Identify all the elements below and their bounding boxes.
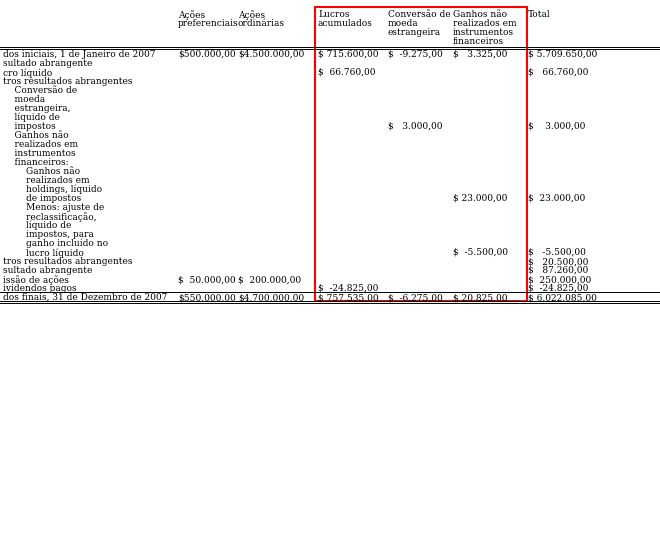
Text: $  50.000,00: $ 50.000,00	[178, 275, 236, 284]
Text: estrangeira: estrangeira	[388, 28, 441, 37]
Text: realizados em: realizados em	[453, 19, 517, 28]
Text: $  200.000,00: $ 200.000,00	[238, 275, 301, 284]
Text: $  -9.275,00: $ -9.275,00	[388, 50, 443, 59]
Text: $4.500.000,00: $4.500.000,00	[238, 50, 304, 59]
Text: dos finais, 31 de Dezembro de 2007: dos finais, 31 de Dezembro de 2007	[3, 293, 168, 302]
Text: issão de ações: issão de ações	[3, 275, 69, 285]
Text: $500.000,00: $500.000,00	[178, 50, 236, 59]
Text: Menos: ajuste de: Menos: ajuste de	[3, 203, 104, 212]
Text: Ações: Ações	[178, 10, 205, 20]
Text: preferenciais: preferenciais	[178, 19, 239, 28]
Text: $ 20.825,00: $ 20.825,00	[453, 293, 508, 302]
Text: estrangeira,: estrangeira,	[3, 104, 71, 113]
Text: financeiros: financeiros	[453, 37, 504, 46]
Text: Lucros: Lucros	[318, 10, 350, 19]
Text: instrumentos: instrumentos	[453, 28, 514, 37]
Text: $  66.760,00: $ 66.760,00	[318, 68, 376, 77]
Text: $   3.000,00: $ 3.000,00	[388, 122, 442, 131]
Text: moeda: moeda	[3, 95, 45, 104]
Text: $ 757.535,00: $ 757.535,00	[318, 293, 379, 302]
Text: $   87.260,00: $ 87.260,00	[528, 266, 588, 275]
Text: Conversão de: Conversão de	[3, 86, 77, 95]
Text: Ganhos não: Ganhos não	[3, 167, 80, 176]
Text: $   -5.500,00: $ -5.500,00	[528, 248, 586, 257]
Text: cro líquido: cro líquido	[3, 68, 52, 77]
Text: tros resultados abrangentes: tros resultados abrangentes	[3, 77, 133, 86]
Text: impostos, para: impostos, para	[3, 230, 94, 239]
Text: instrumentos: instrumentos	[3, 149, 76, 158]
Text: Ações: Ações	[238, 10, 265, 20]
Text: $  250.000,00: $ 250.000,00	[528, 275, 591, 284]
Text: $   20.500,00: $ 20.500,00	[528, 257, 588, 266]
Text: lucro líquido: lucro líquido	[3, 248, 84, 257]
Text: $  -5.500,00: $ -5.500,00	[453, 248, 508, 257]
Text: realizados em: realizados em	[3, 176, 90, 185]
Text: acumulados: acumulados	[318, 19, 373, 28]
Text: $  -6.275,00: $ -6.275,00	[388, 293, 443, 302]
Text: $ 6.022.085,00: $ 6.022.085,00	[528, 293, 597, 302]
Text: moeda: moeda	[388, 19, 418, 28]
Text: $ 23.000,00: $ 23.000,00	[453, 194, 508, 203]
Text: $ 715.600,00: $ 715.600,00	[318, 50, 378, 59]
Text: financeiros:: financeiros:	[3, 158, 69, 167]
Text: $    3.000,00: $ 3.000,00	[528, 122, 585, 131]
Text: ganho incluído no: ganho incluído no	[3, 239, 108, 249]
Text: $550.000,00: $550.000,00	[178, 293, 236, 302]
Text: $  -24.825,00: $ -24.825,00	[318, 284, 378, 293]
Text: de impostos: de impostos	[3, 194, 81, 203]
Text: $   3.325,00: $ 3.325,00	[453, 50, 508, 59]
Text: Ganhos não: Ganhos não	[453, 10, 507, 19]
Text: ordinárias: ordinárias	[238, 19, 285, 28]
Text: $  -24.825,00: $ -24.825,00	[528, 284, 588, 293]
Text: líquido de: líquido de	[3, 221, 71, 231]
Text: realizados em: realizados em	[3, 140, 78, 149]
Text: $ 5.709.650,00: $ 5.709.650,00	[528, 50, 597, 59]
Text: $  23.000,00: $ 23.000,00	[528, 194, 585, 203]
Text: holdings, líquido: holdings, líquido	[3, 185, 102, 195]
Text: sultado abrangente: sultado abrangente	[3, 266, 92, 275]
Text: ividendos pagos: ividendos pagos	[3, 284, 77, 293]
Bar	[315, 7, 527, 301]
Text: dos iniciais, 1 de Janeiro de 2007: dos iniciais, 1 de Janeiro de 2007	[3, 50, 156, 59]
Text: Total: Total	[528, 10, 550, 19]
Text: Ganhos não: Ganhos não	[3, 131, 69, 140]
Text: sultado abrangente: sultado abrangente	[3, 59, 92, 68]
Text: tros resultados abrangentes: tros resultados abrangentes	[3, 257, 133, 266]
Text: $   66.760,00: $ 66.760,00	[528, 68, 588, 77]
Text: reclassificação,: reclassificação,	[3, 212, 96, 222]
Text: líquido de: líquido de	[3, 113, 60, 122]
Text: $4.700.000,00: $4.700.000,00	[238, 293, 304, 302]
Text: impostos: impostos	[3, 122, 55, 131]
Text: Conversão de: Conversão de	[388, 10, 451, 19]
